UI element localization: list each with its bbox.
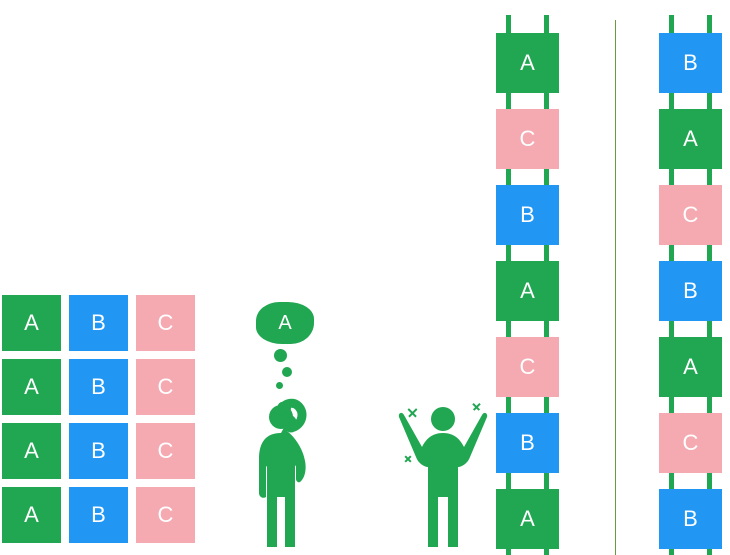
ladder-connector-icon <box>669 93 674 109</box>
ladder-connector-icon <box>544 473 549 489</box>
ladder-cell: A <box>496 261 559 321</box>
ladder-connector-icon <box>669 169 674 185</box>
ladder-cell: A <box>659 337 722 397</box>
ladder-connector-icon <box>707 397 712 413</box>
ladder-connector-icon <box>506 15 511 33</box>
grid-cell: B <box>67 293 130 353</box>
ladder-connector-icon <box>707 245 712 261</box>
thought-bubble: A <box>256 302 314 344</box>
ladder-cell: A <box>659 109 722 169</box>
ladder-connector-icon <box>506 321 511 337</box>
ladder-cell: C <box>496 337 559 397</box>
ladder-connector-icon <box>544 397 549 413</box>
ladder-connector-icon <box>707 473 712 489</box>
ladder-connector-icon <box>544 321 549 337</box>
grid-cell: A <box>0 485 63 545</box>
ladder-connector-icon <box>506 169 511 185</box>
ladder-connector-icon <box>544 15 549 33</box>
grid-cell: C <box>134 293 197 353</box>
ladder-cell: B <box>659 489 722 549</box>
ladder-cell: C <box>659 185 722 245</box>
ladder-connector-icon <box>544 549 549 555</box>
ladder-connector-icon <box>669 321 674 337</box>
thought-dot <box>274 349 287 362</box>
grid-cell: A <box>0 357 63 417</box>
grid-cell: B <box>67 357 130 417</box>
ladder-cell: B <box>496 413 559 473</box>
ladder-connector-icon <box>669 549 674 555</box>
ladder-connector-icon <box>506 397 511 413</box>
grid-cell: C <box>134 357 197 417</box>
grid-cell: B <box>67 485 130 545</box>
divider-line <box>615 20 616 555</box>
grid-cell: A <box>0 293 63 353</box>
ladder-cell: C <box>659 413 722 473</box>
ladder-connector-icon <box>544 245 549 261</box>
ladder-connector-icon <box>707 169 712 185</box>
ladder-connector-icon <box>506 473 511 489</box>
ladder-cell: B <box>659 261 722 321</box>
thought-dot <box>276 382 283 389</box>
ladder-cell: C <box>496 109 559 169</box>
ladder-connector-icon <box>669 473 674 489</box>
grid-cell: C <box>134 485 197 545</box>
grid-cell: B <box>67 421 130 481</box>
ladder-connector-icon <box>707 549 712 555</box>
ladder-connector-icon <box>506 93 511 109</box>
ladder-connector-icon <box>506 549 511 555</box>
ladder-connector-icon <box>707 321 712 337</box>
ladder-connector-icon <box>707 93 712 109</box>
ladder-cell: B <box>659 33 722 93</box>
ladder-connector-icon <box>669 397 674 413</box>
diagram-stage: { "colors": { "green": "#21a651", "blue"… <box>0 0 730 555</box>
ladder-cell: A <box>496 489 559 549</box>
grid-cell: C <box>134 421 197 481</box>
ladder-connector-icon <box>707 15 712 33</box>
ladder-connector-icon <box>669 245 674 261</box>
ladder-cell: B <box>496 185 559 245</box>
ladder-connector-icon <box>669 15 674 33</box>
thought-dot <box>282 367 292 377</box>
confused-person-icon <box>247 397 315 547</box>
ladder-cell: A <box>496 33 559 93</box>
ladder-connector-icon <box>544 169 549 185</box>
grid-cell: A <box>0 421 63 481</box>
ladder-connector-icon <box>506 245 511 261</box>
ladder-connector-icon <box>544 93 549 109</box>
